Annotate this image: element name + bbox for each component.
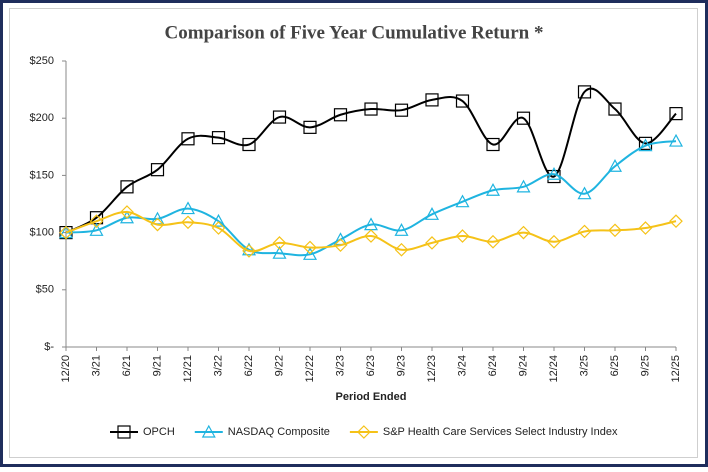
x-tick-label: 6/21	[121, 355, 133, 376]
x-tick-label: 12/23	[426, 355, 438, 383]
marker	[607, 158, 623, 172]
x-tick-label: 3/21	[90, 355, 102, 376]
marker	[211, 213, 226, 227]
marker	[364, 229, 378, 243]
marker	[425, 93, 439, 107]
x-tick-label: 12/20	[60, 355, 72, 383]
legend-label: S&P Health Care Services Select Industry…	[383, 426, 618, 438]
marker	[424, 207, 440, 220]
marker	[89, 223, 104, 236]
x-tick-label: 9/25	[639, 355, 651, 376]
y-tick-label: $50	[36, 284, 54, 296]
x-tick-label: 6/22	[243, 355, 255, 376]
marker	[303, 120, 317, 134]
x-tick-label: 3/22	[212, 355, 224, 376]
marker	[201, 424, 216, 438]
x-tick-label: 9/23	[395, 355, 407, 376]
marker	[150, 217, 165, 232]
x-tick-label: 12/24	[548, 355, 560, 383]
x-tick-label: 6/24	[487, 355, 499, 376]
marker	[302, 247, 318, 260]
marker	[608, 102, 622, 116]
marker	[333, 108, 348, 122]
marker	[669, 214, 683, 229]
marker	[638, 138, 653, 152]
marker	[546, 167, 562, 180]
x-tick-label: 3/25	[578, 355, 590, 376]
x-tick-label: 12/22	[304, 355, 316, 383]
marker	[516, 225, 531, 240]
marker	[516, 111, 531, 125]
marker	[394, 103, 409, 117]
marker	[150, 163, 165, 177]
marker	[364, 102, 378, 116]
x-tick-label: 6/25	[609, 355, 621, 376]
marker	[211, 131, 226, 145]
x-tick-label: 9/21	[151, 355, 163, 376]
x-tick-label: 3/24	[456, 355, 468, 376]
marker	[394, 223, 409, 236]
x-tick-label: 6/23	[365, 355, 377, 376]
marker	[303, 240, 317, 255]
marker	[638, 221, 653, 235]
series-line	[65, 211, 677, 253]
marker	[486, 137, 500, 152]
marker	[485, 183, 501, 196]
marker	[120, 180, 134, 194]
x-tick-label: 9/24	[517, 355, 529, 376]
marker	[272, 110, 287, 124]
marker	[357, 425, 371, 439]
marker	[117, 425, 131, 439]
marker	[547, 234, 561, 249]
marker	[120, 205, 134, 219]
marker	[455, 194, 470, 208]
marker	[577, 85, 592, 99]
y-tick-label: $100	[30, 227, 54, 239]
marker	[119, 210, 135, 224]
series-line	[65, 140, 677, 257]
marker	[272, 236, 287, 250]
legend-label: NASDAQ Composite	[228, 426, 330, 438]
marker	[333, 238, 348, 253]
marker	[272, 245, 287, 259]
y-tick-label: $250	[30, 55, 54, 67]
marker	[180, 201, 196, 215]
marker	[394, 242, 409, 257]
legend: OPCH NASDAQ Composite S&P Health Care Serv…	[110, 424, 618, 439]
marker	[608, 223, 622, 238]
x-tick-label: 9/22	[273, 355, 285, 376]
legend-label: OPCH	[143, 426, 175, 438]
marker	[211, 221, 226, 235]
marker	[486, 234, 500, 249]
marker	[668, 133, 684, 147]
marker	[242, 137, 256, 152]
marker	[577, 186, 592, 200]
marker	[425, 236, 439, 250]
marker	[242, 244, 256, 258]
marker	[669, 107, 683, 121]
series-line	[65, 87, 677, 234]
marker	[455, 229, 470, 243]
x-axis-title: Period Ended	[336, 391, 407, 403]
marker	[455, 94, 470, 108]
marker	[577, 224, 592, 239]
y-tick-label: $200	[30, 112, 54, 124]
x-tick-label: 3/23	[334, 355, 346, 376]
x-tick-label: 12/25	[670, 355, 682, 383]
y-tick-label: $150	[30, 169, 54, 181]
marker	[516, 179, 531, 193]
marker	[59, 225, 73, 240]
chart-title: Comparison of Five Year Cumulative Retur…	[165, 22, 544, 43]
marker	[181, 132, 195, 146]
x-tick-label: 12/21	[182, 355, 194, 383]
y-tick-label: $-	[44, 341, 54, 353]
marker	[181, 215, 195, 230]
marker	[89, 214, 104, 229]
